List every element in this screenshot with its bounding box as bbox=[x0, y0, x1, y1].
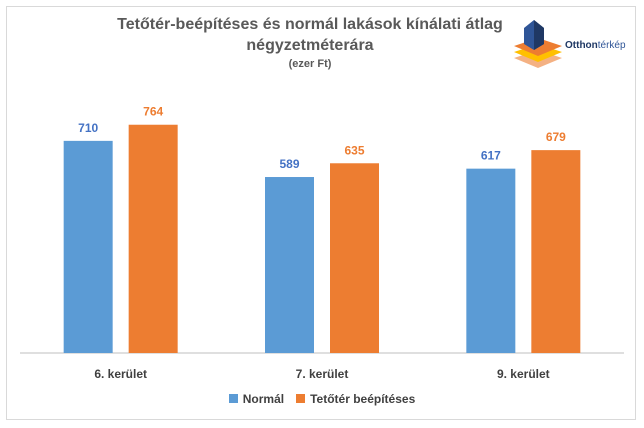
logo-text: Otthontérkép bbox=[565, 40, 626, 51]
bar-normal-2 bbox=[265, 177, 314, 353]
data-label: 710 bbox=[78, 121, 98, 135]
data-label: 635 bbox=[344, 143, 364, 157]
logo-name-light: térkép bbox=[597, 40, 626, 51]
bar-normal-1 bbox=[63, 140, 113, 353]
chart-legend: Normál Tetőtér beépítéses bbox=[0, 392, 644, 406]
bar-tetoter-3 bbox=[531, 150, 581, 353]
bar-tetoter-1 bbox=[128, 124, 178, 353]
legend-swatch bbox=[296, 394, 306, 403]
data-label: 764 bbox=[143, 105, 163, 119]
chart-title: Tetőtér-beépítéses és normál lakások kín… bbox=[117, 16, 503, 54]
legend-label: Tetőtér beépítéses bbox=[310, 392, 416, 406]
logo-name-bold: Otthon bbox=[565, 40, 598, 51]
data-label: 617 bbox=[481, 149, 501, 163]
chart-subtitle: (ezer Ft) bbox=[288, 58, 332, 70]
x-tick-label: 7. kerület bbox=[296, 367, 349, 381]
legend-swatch bbox=[228, 394, 238, 403]
bar-normal-3 bbox=[466, 168, 516, 353]
data-label: 679 bbox=[546, 130, 566, 144]
legend-item: Tetőtér beépítéses bbox=[296, 392, 415, 406]
legend-label: Normál bbox=[242, 392, 285, 406]
legend-item: Normál bbox=[228, 392, 285, 406]
bar-tetoter-2 bbox=[330, 163, 379, 353]
data-label: 589 bbox=[279, 157, 299, 171]
house-logo-icon bbox=[514, 20, 562, 68]
x-tick-label: 9. kerület bbox=[497, 367, 550, 381]
x-tick-label: 6. kerület bbox=[94, 367, 147, 381]
